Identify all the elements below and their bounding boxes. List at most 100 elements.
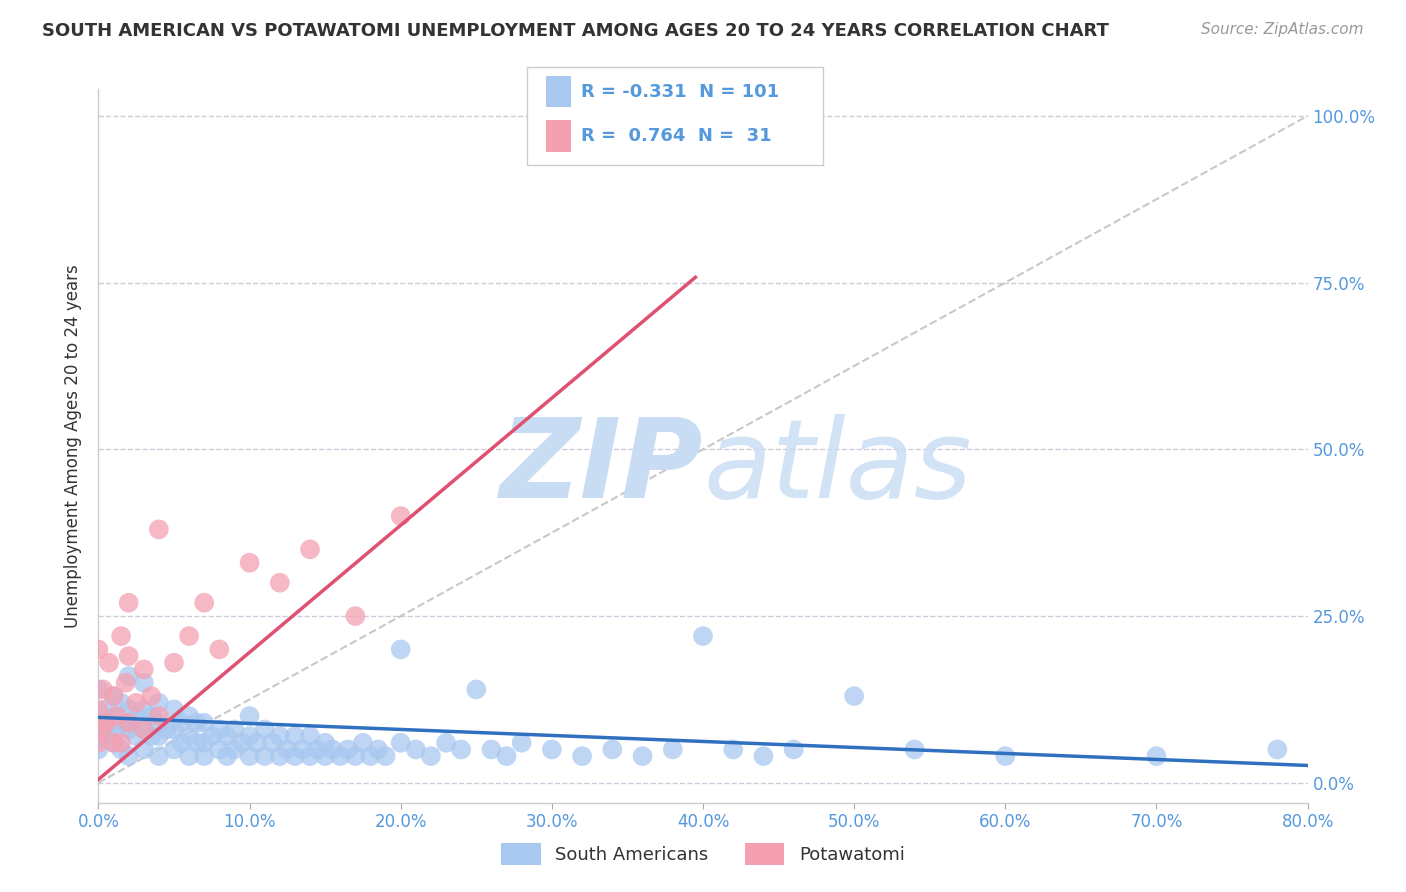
- Point: [179, 749, 201, 764]
- Point: [571, 749, 593, 764]
- Point: [336, 742, 359, 756]
- Point: [87, 642, 110, 657]
- Point: [193, 715, 215, 730]
- Point: [329, 749, 352, 764]
- Point: [208, 723, 231, 737]
- Point: [1144, 749, 1167, 764]
- Text: Source: ZipAtlas.com: Source: ZipAtlas.com: [1201, 22, 1364, 37]
- Point: [253, 723, 276, 737]
- Point: [193, 749, 215, 764]
- Point: [98, 723, 121, 737]
- Point: [994, 749, 1017, 764]
- Point: [239, 556, 262, 570]
- Text: ZIP: ZIP: [499, 414, 703, 521]
- Point: [132, 662, 155, 676]
- Point: [91, 682, 114, 697]
- Point: [661, 742, 683, 756]
- Point: [170, 736, 193, 750]
- Point: [224, 723, 246, 737]
- Point: [118, 669, 141, 683]
- Point: [179, 629, 201, 643]
- Point: [253, 749, 276, 764]
- Point: [262, 736, 284, 750]
- Point: [844, 689, 866, 703]
- Point: [87, 682, 110, 697]
- Point: [105, 723, 128, 737]
- Point: [284, 749, 307, 764]
- Point: [239, 709, 262, 723]
- Point: [201, 729, 224, 743]
- Y-axis label: Unemployment Among Ages 20 to 24 years: Unemployment Among Ages 20 to 24 years: [65, 264, 83, 628]
- Point: [291, 742, 314, 756]
- Point: [103, 689, 125, 703]
- Point: [118, 702, 141, 716]
- Point: [360, 749, 382, 764]
- Point: [783, 742, 806, 756]
- Point: [110, 742, 132, 756]
- Point: [904, 742, 927, 756]
- Point: [94, 702, 117, 716]
- Point: [155, 723, 177, 737]
- Point: [87, 715, 110, 730]
- Point: [540, 742, 562, 756]
- Point: [495, 749, 517, 764]
- Point: [110, 696, 132, 710]
- Point: [132, 675, 155, 690]
- Point: [465, 682, 488, 697]
- Point: [299, 729, 322, 743]
- Point: [723, 742, 745, 756]
- Point: [322, 742, 344, 756]
- Point: [269, 729, 291, 743]
- Point: [374, 749, 396, 764]
- Point: [692, 629, 714, 643]
- Point: [110, 629, 132, 643]
- Point: [94, 715, 117, 730]
- Point: [215, 749, 238, 764]
- Text: R =  0.764  N =  31: R = 0.764 N = 31: [581, 128, 772, 145]
- Point: [118, 715, 141, 730]
- Point: [344, 609, 367, 624]
- Point: [90, 723, 112, 737]
- Point: [105, 709, 128, 723]
- Point: [239, 749, 262, 764]
- Point: [103, 709, 125, 723]
- Point: [314, 749, 336, 764]
- Point: [186, 715, 208, 730]
- Point: [148, 709, 170, 723]
- Point: [132, 723, 155, 737]
- Point: [91, 729, 114, 743]
- Point: [208, 642, 231, 657]
- Point: [389, 642, 412, 657]
- Point: [132, 702, 155, 716]
- Point: [141, 709, 163, 723]
- Point: [299, 542, 322, 557]
- Point: [179, 709, 201, 723]
- Point: [114, 715, 136, 730]
- Point: [103, 736, 125, 750]
- Point: [148, 729, 170, 743]
- Point: [148, 715, 170, 730]
- Point: [752, 749, 775, 764]
- Point: [1267, 742, 1289, 756]
- Point: [510, 736, 533, 750]
- Point: [163, 742, 186, 756]
- Point: [231, 736, 253, 750]
- Point: [148, 749, 170, 764]
- Point: [434, 736, 457, 750]
- Point: [314, 736, 336, 750]
- Point: [87, 742, 110, 756]
- Point: [602, 742, 624, 756]
- Point: [193, 596, 215, 610]
- Text: SOUTH AMERICAN VS POTAWATOMI UNEMPLOYMENT AMONG AGES 20 TO 24 YEARS CORRELATION : SOUTH AMERICAN VS POTAWATOMI UNEMPLOYMEN…: [42, 22, 1109, 40]
- Point: [389, 736, 412, 750]
- Point: [132, 742, 155, 756]
- Text: atlas: atlas: [703, 414, 972, 521]
- Point: [352, 736, 374, 750]
- Point: [98, 656, 121, 670]
- Legend: South Americans, Potawatomi: South Americans, Potawatomi: [494, 836, 912, 872]
- Point: [118, 749, 141, 764]
- Point: [208, 742, 231, 756]
- Point: [118, 649, 141, 664]
- Point: [284, 729, 307, 743]
- Point: [148, 696, 170, 710]
